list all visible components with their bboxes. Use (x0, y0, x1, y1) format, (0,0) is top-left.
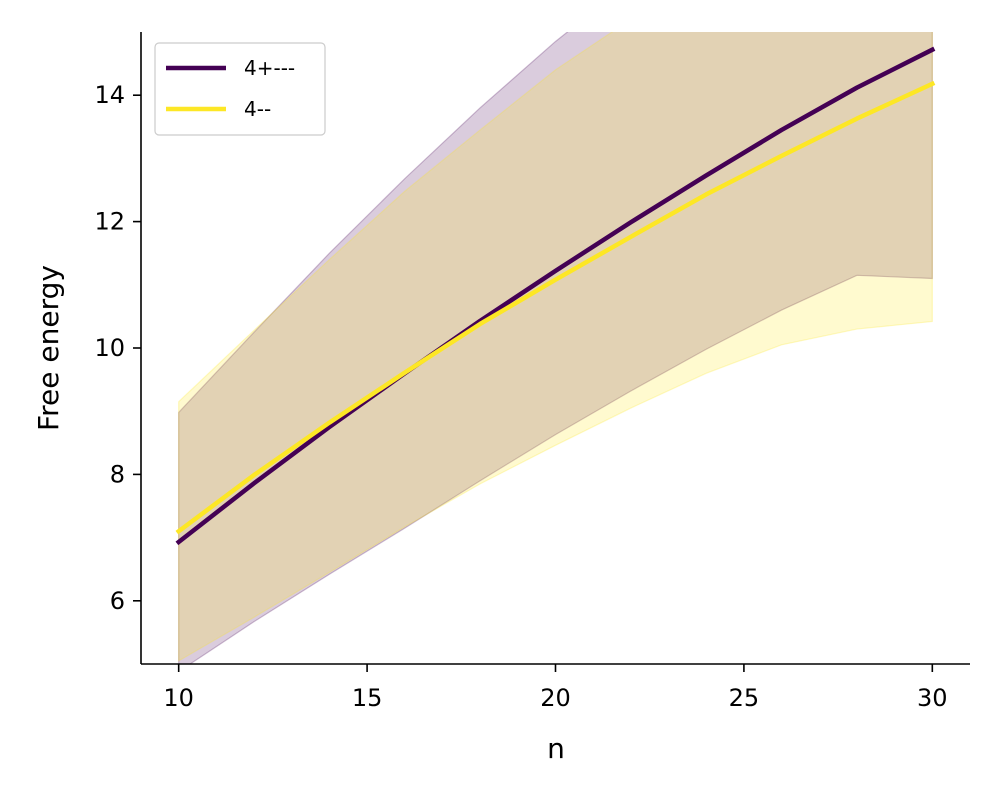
x-tick-label: 25 (729, 684, 760, 712)
band-series-2 (178, 32, 933, 662)
y-tick-label: 10 (94, 334, 125, 362)
y-tick-label: 14 (94, 81, 125, 109)
x-tick-label: 30 (917, 684, 948, 712)
confidence-bands (178, 32, 933, 664)
legend-frame (154, 42, 326, 136)
line-series-1 (175, 46, 936, 546)
x-tick-label: 10 (163, 684, 194, 712)
legend-label-series-2: 4-- (244, 97, 271, 121)
band-series-1 (178, 32, 933, 664)
series-lines (175, 46, 936, 546)
x-tick-label: 15 (352, 684, 383, 712)
x-axis-label: n (547, 732, 565, 765)
legend-label-series-1: 4+--- (244, 56, 295, 80)
y-tick-label: 6 (110, 587, 125, 615)
y-tick-label: 8 (110, 460, 125, 488)
legend: 4+--- 4-- (154, 42, 326, 136)
ticks: 10 15 20 25 30 6 8 10 12 14 (94, 81, 947, 712)
y-axis-label: Free energy (32, 265, 65, 431)
y-tick-label: 12 (94, 208, 125, 236)
x-tick-label: 20 (540, 684, 571, 712)
line-series-2 (175, 80, 936, 535)
